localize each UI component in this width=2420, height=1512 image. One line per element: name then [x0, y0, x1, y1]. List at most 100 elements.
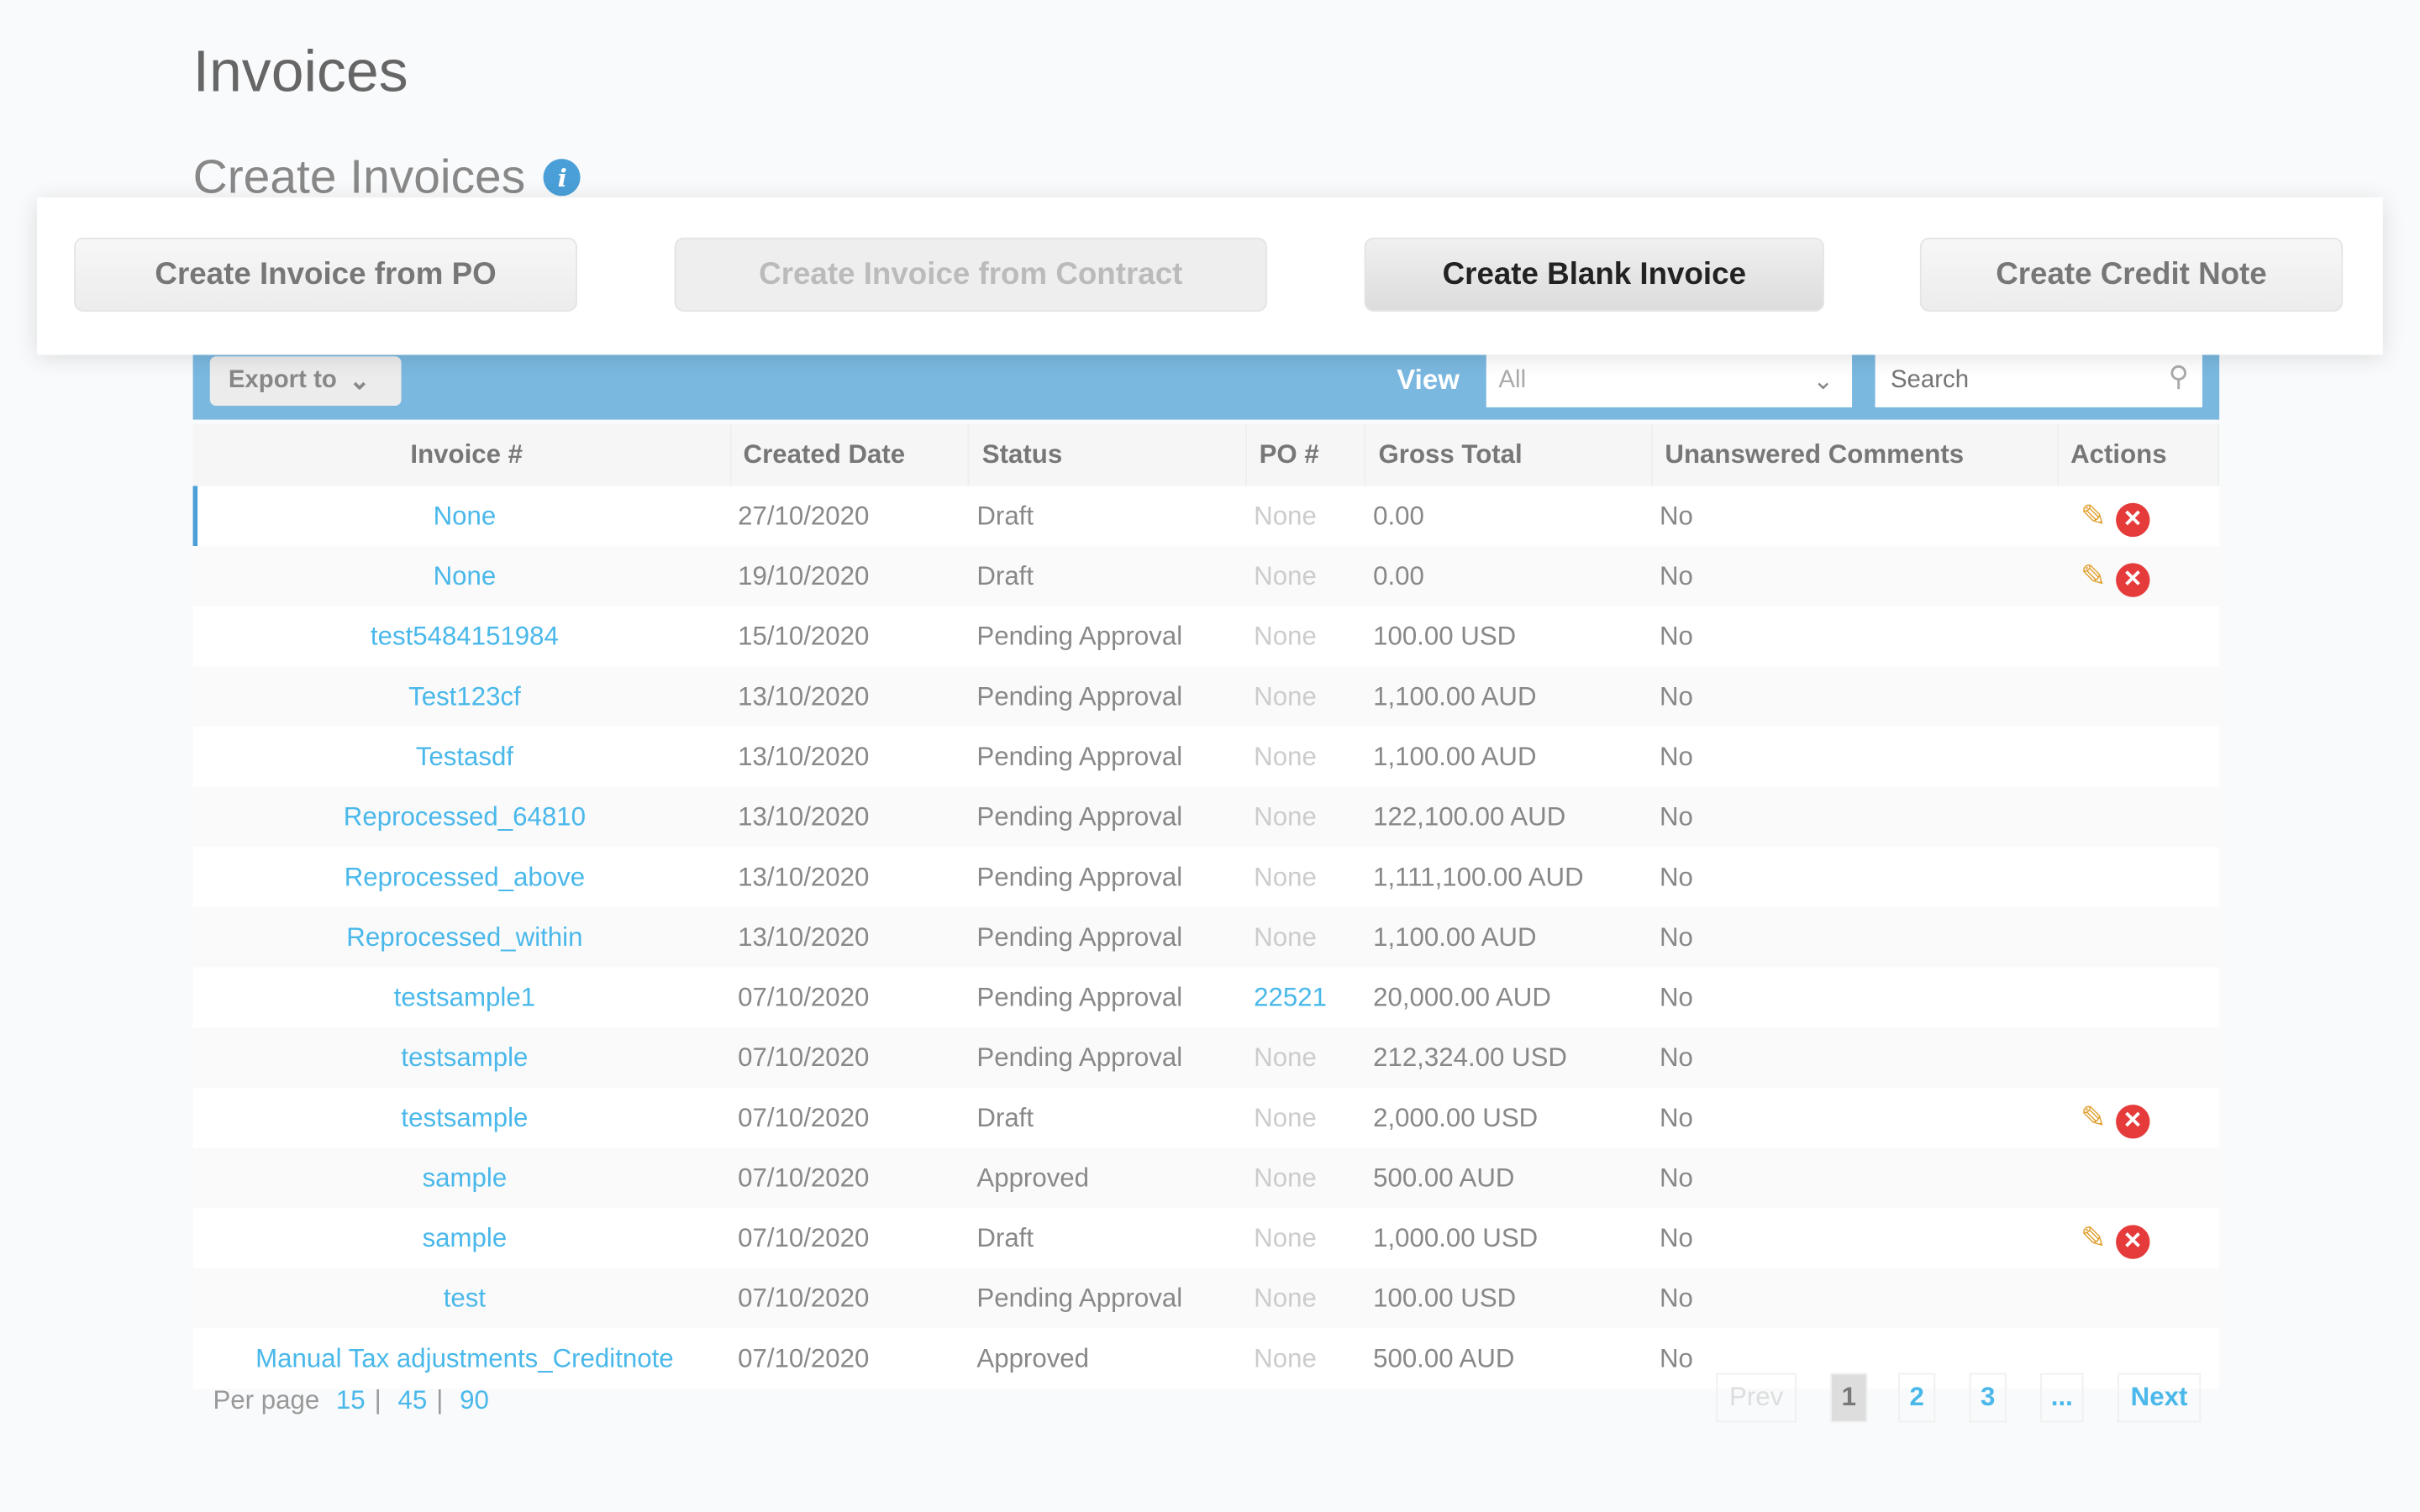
status: Pending Approval [969, 1027, 1246, 1088]
po-number[interactable]: 22521 [1254, 982, 1328, 1011]
edit-pencil-icon[interactable]: ✎ [2081, 1100, 2107, 1135]
gross-total: 212,324.00 USD [1365, 1027, 1652, 1088]
actions-cell: ✎ ✕ [2057, 1208, 2218, 1268]
status: Pending Approval [969, 666, 1246, 727]
invoice-link[interactable]: testsample1 [393, 982, 536, 1011]
table-toolbar: Export to ⌄ View All ⌄ ⚲ [192, 342, 2220, 420]
po-number: None [1245, 1268, 1365, 1329]
actions-cell [2057, 606, 2218, 667]
export-dropdown[interactable]: Export to ⌄ [209, 356, 402, 407]
invoice-link[interactable]: Reprocessed_64810 [192, 786, 730, 848]
actions-cell: ✎ ✕ [2057, 546, 2219, 606]
page-1-button[interactable]: 1 [1830, 1373, 1868, 1423]
status: Pending Approval [976, 621, 1183, 651]
invoice-link[interactable]: sample [422, 1222, 508, 1252]
gross-total: 122,100.00 AUD [1365, 786, 1652, 848]
table-row: testsample 07/10/2020 Pending Approval None… [192, 1027, 2219, 1088]
created-date: 13/10/2020 [729, 786, 970, 848]
create-from-contract-button[interactable]: Create Invoice from Contract [674, 237, 1267, 312]
delete-icon[interactable]: ✕ [2115, 501, 2150, 537]
created-date: 07/10/2020 [738, 1342, 870, 1373]
page-3-button[interactable]: 3 [1969, 1373, 2007, 1423]
edit-pencil-icon[interactable]: ✎ [2081, 499, 2107, 533]
prev-page-button[interactable]: Prev [1716, 1373, 1797, 1423]
invoice-link[interactable]: Reprocessed_above [344, 861, 586, 891]
po-number: None [1254, 741, 1317, 771]
invoice-link[interactable]: None [192, 546, 730, 606]
create-actions-panel: Create Invoice from PO Create Invoice fr… [37, 197, 2383, 355]
table-row: sample 07/10/2020 Draft None 1,000.00 USD No ✎… [193, 1208, 2219, 1268]
invoice-table: Invoice # Created Date Status PO # Gross Tot… [192, 424, 2220, 1389]
per-page-15[interactable]: 15 [335, 1385, 366, 1415]
column-header[interactable]: Gross Total [1365, 424, 1653, 486]
per-page-label: Per page [213, 1385, 320, 1415]
page-ellipsis[interactable]: ... [2040, 1373, 2084, 1423]
invoice-link[interactable]: sample [192, 1147, 730, 1209]
po-number: None [1254, 1102, 1317, 1132]
invoice-link[interactable]: testsample [192, 1027, 730, 1088]
invoice-link[interactable]: Reprocessed_within [192, 906, 730, 968]
invoice-link[interactable]: test5484151984 [370, 621, 559, 651]
section-title-text: Create Invoices [192, 150, 526, 204]
status: Approved [969, 1147, 1246, 1209]
unanswered-comments: No [1659, 1102, 1693, 1132]
created-date: 15/10/2020 [738, 621, 870, 651]
delete-icon[interactable]: ✕ [2115, 1224, 2150, 1258]
table-row: Test123cf 13/10/2020 Pending Approval None 1… [192, 666, 2219, 727]
created-date: 07/10/2020 [738, 982, 870, 1011]
unanswered-comments: No [1651, 786, 2058, 848]
per-page-90[interactable]: 90 [460, 1385, 489, 1415]
po-number: None [1245, 546, 1365, 606]
table-row: Reprocessed_above 13/10/2020 Pending Appro… [193, 847, 2219, 907]
invoice-link[interactable]: Testasdf [415, 741, 514, 771]
delete-icon[interactable]: ✕ [2115, 1104, 2150, 1138]
table-row: sample 07/10/2020 Approved None 500.00 AUD No [192, 1147, 2219, 1209]
column-header[interactable]: Invoice # [192, 424, 731, 486]
status: Pending Approval [976, 741, 1183, 771]
table-row: test5484151984 15/10/2020 Pending Approval… [193, 606, 2219, 667]
per-page-45[interactable]: 45 [397, 1385, 428, 1415]
page-title: Invoices [192, 39, 408, 105]
edit-pencil-icon[interactable]: ✎ [2081, 559, 2107, 594]
column-header[interactable]: Actions [2057, 424, 2220, 486]
create-blank-invoice-button[interactable]: Create Blank Invoice [1364, 237, 1824, 312]
create-from-po-button[interactable]: Create Invoice from PO [74, 237, 577, 312]
unanswered-comments: No [1651, 546, 2058, 606]
invoice-link[interactable]: test [192, 1268, 730, 1329]
po-number: None [1245, 786, 1365, 848]
column-header[interactable]: Created Date [729, 424, 971, 486]
invoice-link[interactable]: Test123cf [192, 666, 730, 727]
search-input[interactable] [1875, 354, 2202, 407]
gross-total: 100.00 USD [1365, 1268, 1652, 1329]
table-row: None 19/10/2020 Draft None 0.00 No ✎ ✕ [192, 546, 2219, 606]
view-select[interactable]: All ⌄ [1486, 354, 1853, 407]
unanswered-comments: No [1651, 666, 2058, 727]
gross-total: 1,111,100.00 AUD [1373, 861, 1584, 891]
created-date: 07/10/2020 [729, 1027, 970, 1088]
po-number: None [1254, 501, 1317, 530]
table-row: testsample1 07/10/2020 Pending Approval 225… [193, 968, 2219, 1028]
po-number: None [1245, 1027, 1365, 1088]
create-credit-note-button[interactable]: Create Credit Note [1919, 237, 2344, 312]
invoice-link[interactable]: None [193, 486, 730, 547]
delete-icon[interactable]: ✕ [2115, 562, 2150, 596]
page-2-button[interactable]: 2 [1898, 1373, 1936, 1423]
invoice-link[interactable]: testsample [401, 1102, 529, 1132]
unanswered-comments: No [1659, 621, 1693, 651]
edit-pencil-icon[interactable]: ✎ [2081, 1221, 2107, 1256]
table-row: Reprocessed_64810 13/10/2020 Pending Appro… [192, 786, 2219, 848]
chevron-down-icon: ⌄ [349, 368, 371, 396]
status: Pending Approval [969, 786, 1246, 848]
table-row: Reprocessed_within 13/10/2020 Pending Appr… [192, 906, 2219, 968]
gross-total: 0.00 [1373, 501, 1424, 530]
view-value: All [1498, 367, 1527, 394]
column-header[interactable]: PO # [1245, 424, 1366, 486]
column-header[interactable]: Unanswered Comments [1651, 424, 2059, 486]
gross-total: 0.00 [1365, 546, 1652, 606]
invoice-link[interactable]: Manual Tax adjustments_Creditnote [255, 1342, 674, 1373]
info-icon[interactable]: i [544, 159, 581, 197]
next-page-button[interactable]: Next [2117, 1373, 2202, 1423]
column-header[interactable]: Status [969, 424, 1247, 486]
search-icon[interactable]: ⚲ [2168, 360, 2189, 392]
status: Pending Approval [969, 1268, 1246, 1329]
